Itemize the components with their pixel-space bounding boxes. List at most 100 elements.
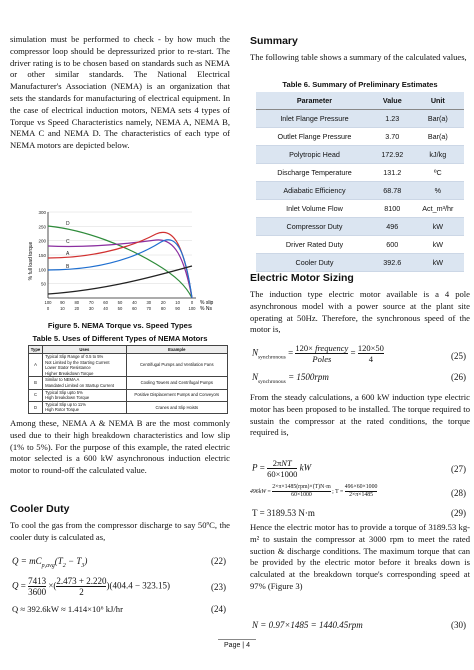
curve-label-c: C (66, 239, 70, 245)
equation-24-number: (24) (211, 604, 226, 614)
value-cell: 600 (372, 235, 412, 254)
equation-25: Nsynchronous = 120× frequency Poles = 120… (252, 343, 384, 364)
cooler-duty-paragraph: To cool the gas from the compressor disc… (10, 520, 230, 542)
value-cell: 68.78 (372, 181, 412, 200)
x-tick-label-ns: 30 (89, 306, 94, 311)
summary-header-value: Value (372, 92, 412, 110)
nema-header-type: Type (27, 345, 44, 354)
x-tick-label-slip: 60 (103, 300, 108, 305)
nema-discussion-paragraph: Among these, NEMA A & NEMA B are the mos… (10, 418, 230, 476)
unit-cell: kW (411, 235, 464, 254)
param-cell: Cooler Duty (256, 253, 373, 272)
x-tick-label-ns: 100 (189, 306, 197, 311)
table-row: Adiabatic Efficiency 68.78% (256, 181, 464, 200)
equation-24: Q ≈ 392.6kW ≈ 1.414×10⁶ kJ/hr (12, 604, 123, 614)
value-cell: 1.23 (372, 109, 412, 128)
param-cell: Outlet Flange Pressure (256, 127, 373, 146)
table-row: A Typical Slip Range of 0.5 to 5% Not Lim… (27, 352, 229, 378)
torque-paragraph: From the steady calculations, a 600 kW i… (250, 392, 470, 438)
page-footer: Page | 4 (0, 639, 474, 651)
equation-23-number: (23) (211, 582, 226, 592)
equation-28-number: (28) (451, 488, 466, 498)
x-tick-label-ns: 50 (118, 306, 123, 311)
y-axis-label: % full load torque (28, 241, 34, 280)
curve-label-b: B (66, 264, 70, 270)
unit-cell: kJ/kg (411, 145, 464, 164)
motor-sizing-paragraph: The induction type electric motor availa… (250, 289, 470, 335)
x-axis-label-ns: % Ns (200, 306, 212, 312)
figure-caption: Figure 5. NEMA Torque vs. Speed Types (47, 321, 193, 330)
unit-cell: kW (411, 253, 464, 272)
x-tick-label-ns: 60 (132, 306, 137, 311)
nema-table-caption: Table 5. Uses of Different Types of NEMA… (32, 334, 208, 343)
nema-b-curve (47, 239, 193, 299)
value-cell: 392.6 (372, 253, 412, 272)
table-row: Cooler Duty 392.6 kW (256, 253, 464, 272)
value-cell: 131.2 (372, 163, 412, 182)
unit-cell: Bar(a) (411, 127, 464, 146)
value-cell: 496 (372, 217, 412, 236)
y-tick-label: 250 (38, 224, 46, 229)
curve-label-d: D (66, 221, 70, 227)
y-tick-label: 150 (38, 253, 46, 258)
table-row: C Typical Slip upto 5% High breakdown Tor… (27, 388, 229, 402)
unit-cell: % (411, 181, 464, 200)
param-cell: Polytropic Head (256, 145, 373, 164)
param-cell: Inlet Volume Flow (256, 199, 373, 218)
x-tick-label-slip: 70 (89, 300, 94, 305)
x-tick-label-ns: 80 (161, 306, 166, 311)
equation-30: N = 0.97×1485 = 1440.45rpm (252, 620, 363, 630)
table-row: Polytropic Head 172.92 kJ/kg (256, 145, 464, 164)
value-cell: 172.92 (372, 145, 412, 164)
x-axis-label-slip: % slip (200, 300, 214, 306)
cooler-duty-heading: Cooler Duty (10, 503, 70, 515)
table-row: D Typical Slip up to 11% High Rotor Torqu… (27, 400, 229, 414)
x-tick-label-slip: 100 (45, 300, 53, 305)
summary-heading: Summary (250, 35, 298, 47)
nema-header-uses: Uses (42, 345, 127, 354)
table-row: Discharge Temperature 131.2 ºC (256, 163, 464, 182)
equation-29-number: (29) (451, 508, 466, 518)
x-tick-label-ns: 70 (146, 306, 151, 311)
equation-25-number: (25) (451, 351, 466, 361)
equation-29: T = 3189.53 N·m (252, 508, 315, 518)
x-tick-label-ns: 0 (47, 306, 50, 311)
x-tick-label-slip: 30 (146, 300, 151, 305)
x-tick-label-slip: 0 (191, 300, 194, 305)
y-tick-label: 100 (38, 267, 46, 272)
equation-26-number: (26) (451, 372, 466, 382)
x-tick-label-ns: 20 (74, 306, 79, 311)
equation-30-number: (30) (451, 620, 466, 630)
summary-header-unit: Unit (411, 92, 464, 110)
nema-header-example: Example (125, 345, 229, 354)
param-cell: Inlet Flange Pressure (256, 109, 373, 128)
x-tick-label-ns: 40 (103, 306, 108, 311)
load-curve (47, 265, 193, 295)
table-row: Outlet Flange Pressure 3.70 Bar(a) (256, 127, 464, 146)
summary-table-caption: Table 6. Summary of Preliminary Estimate… (282, 80, 438, 89)
nema-c-curve (47, 239, 193, 299)
value-cell: 8100 (372, 199, 412, 218)
table-row: B Similar to NEMA A Mandated Limited on S… (27, 376, 229, 390)
unit-cell: ºC (411, 163, 464, 182)
nema-uses-table: Type Uses Example A Typical Slip Range o… (27, 345, 229, 414)
equation-27-number: (27) (451, 464, 466, 474)
equation-22: Q = mCp,avg(T2 − T3) (12, 556, 88, 569)
equation-26: Nsynchronous = 1500rpm (252, 372, 329, 385)
x-tick-label-slip: 50 (118, 300, 123, 305)
unit-cell: Bar(a) (411, 109, 464, 128)
x-tick-label-ns: 90 (175, 306, 180, 311)
summary-header-parameter: Parameter (256, 92, 373, 110)
x-tick-label-slip: 90 (60, 300, 65, 305)
param-cell: Adiabatic Efficiency (256, 181, 373, 200)
equation-23: Q = 7413 3600 ×(2.473 + 2.220 2)(404.4 − 3… (12, 576, 171, 597)
equation-27: P = 2πNT 60×1000 kW (252, 458, 312, 479)
motor-sizing-heading: Electric Motor Sizing (250, 272, 354, 284)
table-row: Inlet Flange Pressure 1.23 Bar(a) (256, 109, 464, 128)
equation-22-number: (22) (211, 556, 226, 566)
y-tick-label: 300 (38, 210, 46, 215)
x-tick-label-slip: 80 (74, 300, 79, 305)
curve-label-a: A (66, 251, 70, 257)
summary-paragraph: The following table shows a summary of t… (250, 52, 467, 62)
